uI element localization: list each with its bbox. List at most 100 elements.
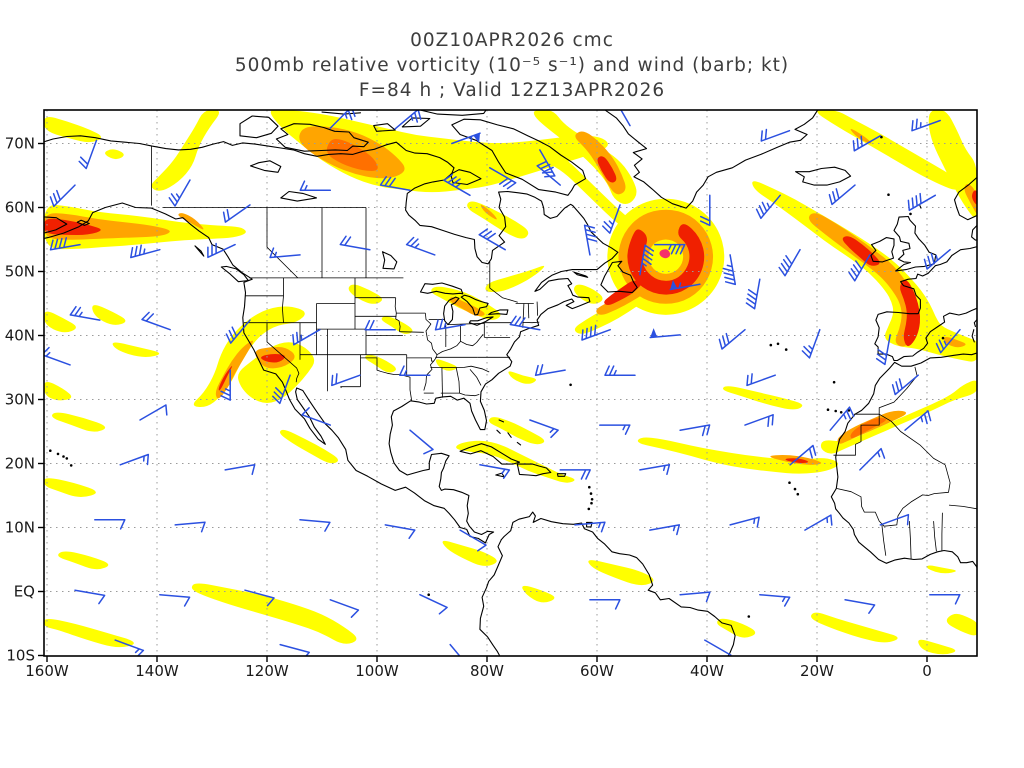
vorticity-region — [820, 380, 977, 454]
wind-barb — [394, 110, 422, 130]
wind-barb — [434, 318, 466, 331]
x-tick-label: 80W — [470, 662, 504, 680]
island-dot — [590, 498, 594, 501]
border-line — [836, 464, 951, 527]
vorticity-region — [44, 619, 134, 648]
wind-barb — [329, 110, 356, 129]
border-line — [933, 521, 937, 552]
island-dot — [747, 615, 751, 618]
island-dots — [49, 135, 945, 618]
wind-barb — [329, 599, 360, 618]
y-tick-label: 20N — [5, 455, 35, 473]
coastline — [556, 473, 567, 477]
wind-barb — [529, 419, 559, 439]
coastline — [870, 237, 895, 263]
y-tick-label: 40N — [5, 327, 35, 345]
wind-barb — [331, 373, 361, 387]
wind-barb — [364, 319, 396, 331]
wind-barb — [49, 184, 76, 208]
wind-barb — [639, 244, 655, 276]
wind-barb — [119, 453, 150, 466]
wind-barb — [649, 328, 681, 339]
wind-barb — [384, 524, 416, 540]
wind-barb — [704, 639, 732, 656]
coastline — [586, 521, 593, 528]
wind-barb — [74, 589, 106, 605]
island-dot — [589, 492, 593, 495]
x-tick-label: 60W — [580, 662, 614, 680]
wind-barb — [789, 444, 817, 466]
coastline — [44, 135, 619, 544]
vorticity-region — [44, 478, 96, 497]
title-line-2: 500mb relative vorticity (10⁻⁵ s⁻¹) and … — [234, 55, 790, 76]
border-line — [459, 392, 480, 397]
wind-barb — [859, 447, 886, 471]
border-line — [266, 207, 299, 279]
axis-labels-y: 70N 60N 50N 40N 30N 20N 10N EQ 10S — [5, 135, 35, 665]
wind-barb — [78, 139, 98, 170]
island-dot — [769, 343, 773, 347]
vorticity-region — [946, 613, 977, 636]
border-line — [469, 369, 482, 386]
wind-barb — [759, 593, 791, 607]
coastline — [381, 251, 398, 270]
y-tick-label: 60N — [5, 199, 35, 217]
island-dot — [588, 485, 591, 489]
vorticity-region — [105, 149, 124, 160]
coastline — [500, 511, 736, 656]
vorticity-region — [178, 213, 204, 230]
wind-barb — [581, 324, 611, 341]
border-line — [455, 367, 460, 394]
coastline — [459, 443, 521, 465]
wind-barb — [620, 110, 631, 127]
wind-barb — [746, 373, 776, 387]
wind-barb — [745, 278, 761, 310]
wind-barb — [114, 639, 145, 656]
wind-barb — [778, 248, 801, 277]
wind-barb — [829, 406, 855, 431]
vorticity-region — [627, 224, 705, 295]
wind-barb — [130, 244, 161, 259]
wind-barb — [654, 243, 686, 255]
border-line — [406, 357, 434, 362]
wind-barb — [299, 519, 331, 532]
wind-barb — [174, 521, 206, 533]
vorticity-region — [218, 365, 233, 391]
island-dot — [880, 135, 883, 139]
wind-barb — [669, 279, 701, 291]
vorticity-region — [574, 292, 651, 334]
wind-barb — [222, 204, 251, 223]
vorticity-region — [365, 354, 396, 373]
island-dot — [427, 593, 431, 596]
vorticity-region — [522, 585, 555, 603]
wind-barb — [141, 311, 171, 331]
wind-barb — [379, 176, 411, 191]
vorticity-region — [442, 540, 497, 566]
wind-barb — [534, 364, 566, 377]
island-dot — [832, 380, 836, 384]
x-tick-label: 0 — [922, 662, 932, 680]
wind-barb — [489, 167, 517, 190]
wind-barb — [879, 513, 910, 526]
vorticity-region — [44, 218, 101, 235]
border-line — [941, 512, 943, 551]
wind-barb — [844, 599, 876, 614]
wind-barb — [459, 529, 487, 552]
vorticity-region — [191, 583, 357, 644]
border-line — [522, 321, 540, 324]
coastline — [450, 169, 482, 186]
wind-barb — [451, 132, 481, 145]
map-frame — [38, 109, 978, 662]
wind-barb — [907, 192, 937, 212]
vorticity-region — [480, 204, 497, 220]
vorticity-region — [637, 437, 839, 474]
y-tick-label: 70N — [5, 135, 35, 153]
wind-barb — [279, 643, 310, 656]
coastline — [239, 115, 279, 139]
island-dot — [788, 481, 791, 485]
island-dot — [56, 452, 60, 456]
vorticity-region — [52, 412, 106, 432]
coastline — [573, 271, 589, 278]
vorticity-region — [588, 560, 654, 586]
